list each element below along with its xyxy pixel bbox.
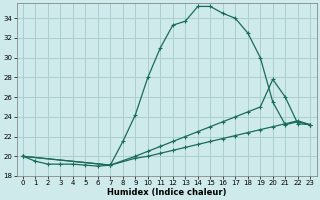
X-axis label: Humidex (Indice chaleur): Humidex (Indice chaleur) bbox=[107, 188, 226, 197]
